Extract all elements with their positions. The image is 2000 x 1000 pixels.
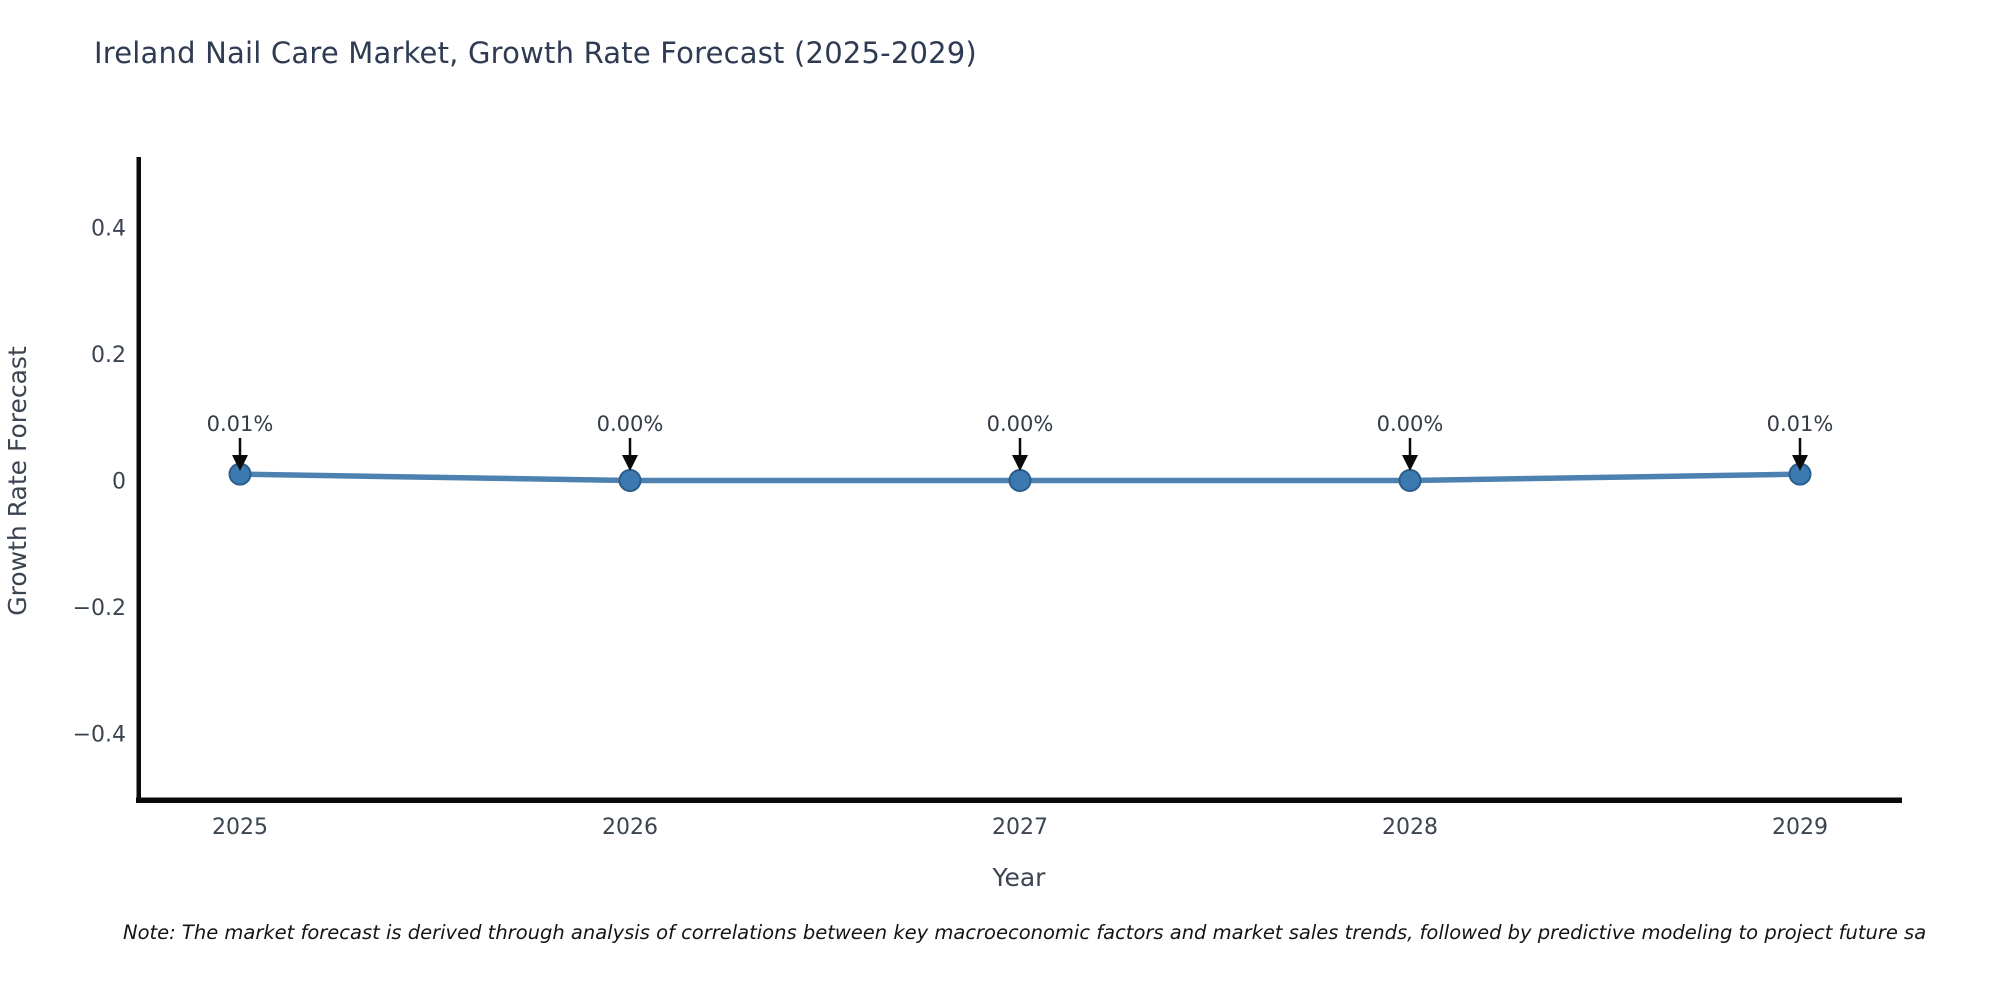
y-tick-label: −0.2 [73, 596, 126, 621]
annotation-arrow-head [232, 455, 248, 471]
y-tick-label: 0 [112, 470, 126, 495]
y-tick-label: 0.4 [91, 217, 126, 242]
annotation-arrow-head [622, 455, 638, 471]
data-point-label: 0.00% [987, 412, 1054, 436]
x-tick-label: 2026 [602, 815, 658, 840]
data-point-marker [1398, 469, 1422, 492]
data-point-label: 0.00% [1377, 412, 1444, 436]
data-point-marker [1008, 469, 1032, 492]
data-point-label: 0.01% [1767, 412, 1834, 436]
chart-title: Ireland Nail Care Market, Growth Rate Fo… [94, 36, 977, 70]
y-axis-spine [136, 157, 141, 803]
annotation-arrow-head [1402, 455, 1418, 471]
y-tick-label: −0.4 [73, 723, 126, 748]
y-axis-label: Growth Rate Forecast [3, 346, 32, 616]
x-axis-spine [136, 797, 1902, 803]
x-tick-label: 2028 [1382, 815, 1438, 840]
x-axis-label: Year [992, 863, 1047, 892]
x-tick-label: 2025 [212, 815, 268, 840]
x-tick-label: 2027 [992, 815, 1048, 840]
data-point-label: 0.01% [207, 412, 274, 436]
annotation-arrow-head [1012, 455, 1028, 471]
data-point-label: 0.00% [597, 412, 664, 436]
annotation-arrow-head [1792, 455, 1808, 471]
y-tick-label: 0.2 [91, 343, 126, 368]
footnote: Note: The market forecast is derived thr… [123, 921, 1927, 944]
x-tick-label: 2029 [1772, 815, 1828, 840]
data-point-marker [618, 469, 642, 492]
